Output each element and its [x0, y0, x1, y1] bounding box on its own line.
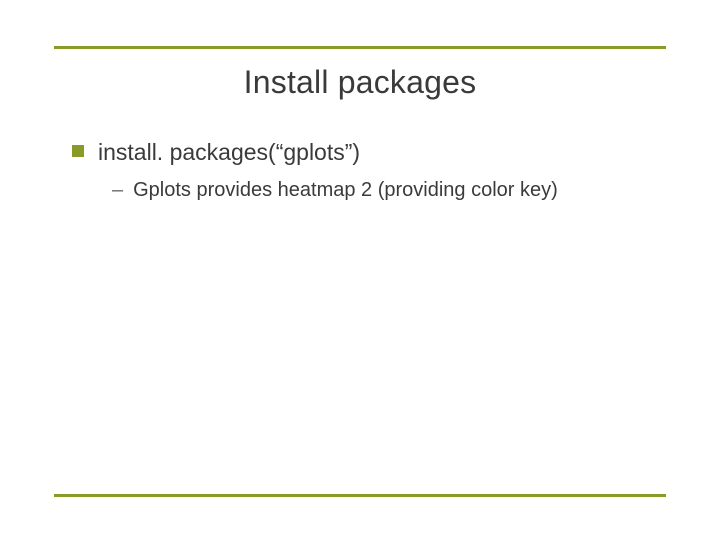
- bullet-level-1: install. packages(“gplots”): [72, 138, 662, 167]
- slide: Install packages install. packages(“gplo…: [0, 0, 720, 540]
- bottom-rule: [54, 494, 666, 497]
- square-bullet-icon: [72, 145, 84, 157]
- top-rule: [54, 46, 666, 49]
- bullet-level-2-text: Gplots provides heatmap 2 (providing col…: [133, 177, 558, 203]
- bullet-level-1-text: install. packages(“gplots”): [98, 138, 360, 167]
- bullet-level-2: – Gplots provides heatmap 2 (providing c…: [112, 177, 662, 203]
- slide-body: install. packages(“gplots”) – Gplots pro…: [72, 138, 662, 203]
- dash-bullet-icon: –: [112, 177, 123, 203]
- slide-title: Install packages: [0, 64, 720, 101]
